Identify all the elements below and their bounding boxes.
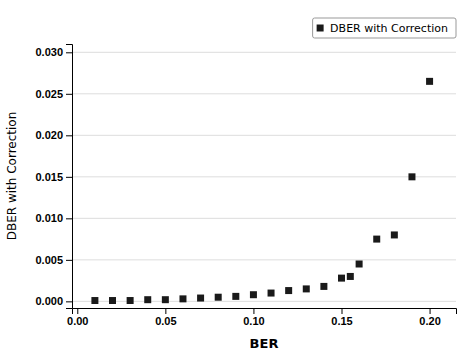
- legend: DBER with Correction: [313, 18, 456, 38]
- tick-label: 0.020: [35, 129, 63, 141]
- tick-mark: [66, 135, 72, 136]
- point: [162, 296, 169, 303]
- point: [285, 287, 292, 294]
- point: [144, 296, 151, 303]
- tick-label: 0.015: [35, 171, 63, 183]
- point: [391, 231, 398, 238]
- tick-label: 0.005: [35, 254, 63, 266]
- tick-label: 0.030: [35, 46, 63, 58]
- tick: 0.025: [35, 88, 72, 100]
- tick-label: 0.15: [331, 315, 352, 327]
- axis-line: [73, 309, 457, 315]
- tick-mark: [66, 94, 72, 95]
- tick-mark: [66, 301, 72, 302]
- y-axis-title: DBER with Correction: [5, 112, 19, 241]
- tick: 0.00: [67, 308, 88, 327]
- point: [347, 273, 354, 280]
- point: [338, 275, 345, 282]
- legend-label: DBER with Correction: [330, 22, 448, 35]
- grid: [72, 52, 456, 301]
- tick-label: 0.010: [35, 212, 63, 224]
- point: [408, 173, 415, 180]
- point: [109, 297, 116, 304]
- point: [215, 294, 222, 301]
- tick-label: 0.000: [35, 295, 63, 307]
- grid-line: [72, 259, 456, 260]
- tick: 0.010: [35, 212, 72, 224]
- tick-mark: [66, 52, 72, 53]
- point: [179, 295, 186, 302]
- x-axis: 0.00 0.05 0.10 0.15 0.20: [67, 308, 456, 327]
- grid-line: [72, 135, 456, 136]
- tick: 0.020: [35, 129, 72, 141]
- point: [320, 283, 327, 290]
- plot: 0.00 0.05 0.10 0.15 0.20 0.000 0.005 0.010 0.015…: [35, 45, 456, 327]
- tick-mark: [66, 177, 72, 178]
- point: [303, 285, 310, 292]
- point: [127, 297, 134, 304]
- tick-mark: [66, 218, 72, 219]
- tick-mark: [77, 308, 78, 314]
- grid-line: [72, 52, 456, 53]
- point: [268, 290, 275, 297]
- tick: 0.030: [35, 46, 72, 58]
- tick-mark: [342, 308, 343, 314]
- tick-label: 0.00: [67, 315, 88, 327]
- tick: 0.20: [419, 308, 440, 327]
- point: [356, 261, 363, 268]
- x-axis-title: BER: [250, 336, 279, 351]
- chart: 0.00 0.05 0.10 0.15 0.20 0.000 0.005 0.010 0.015…: [0, 0, 474, 358]
- tick: 0.05: [155, 308, 176, 327]
- tick: 0.000: [35, 295, 72, 307]
- tick: 0.015: [35, 171, 72, 183]
- point: [373, 236, 380, 243]
- legend-box: [313, 18, 456, 38]
- y-axis: 0.000 0.005 0.010 0.015 0.020 0.025 0.030: [35, 45, 72, 309]
- tick: 0.005: [35, 254, 72, 266]
- point: [232, 293, 239, 300]
- tick-mark: [430, 308, 431, 314]
- tick-label: 0.025: [35, 88, 63, 100]
- axis-line: [66, 45, 73, 309]
- tick-label: 0.05: [155, 315, 176, 327]
- legend-swatch: [317, 25, 324, 32]
- tick-label: 0.10: [243, 315, 264, 327]
- tick-mark: [66, 260, 72, 261]
- point: [197, 295, 204, 302]
- tick-mark: [253, 308, 254, 314]
- point: [426, 78, 433, 85]
- tick-label: 0.20: [419, 315, 440, 327]
- point: [91, 297, 98, 304]
- point: [250, 291, 257, 298]
- grid-line: [72, 93, 456, 94]
- tick: 0.10: [243, 308, 264, 327]
- grid-line: [72, 218, 456, 219]
- tick-mark: [165, 308, 166, 314]
- grid-line: [72, 176, 456, 177]
- marks: [91, 78, 433, 304]
- tick: 0.15: [331, 308, 352, 327]
